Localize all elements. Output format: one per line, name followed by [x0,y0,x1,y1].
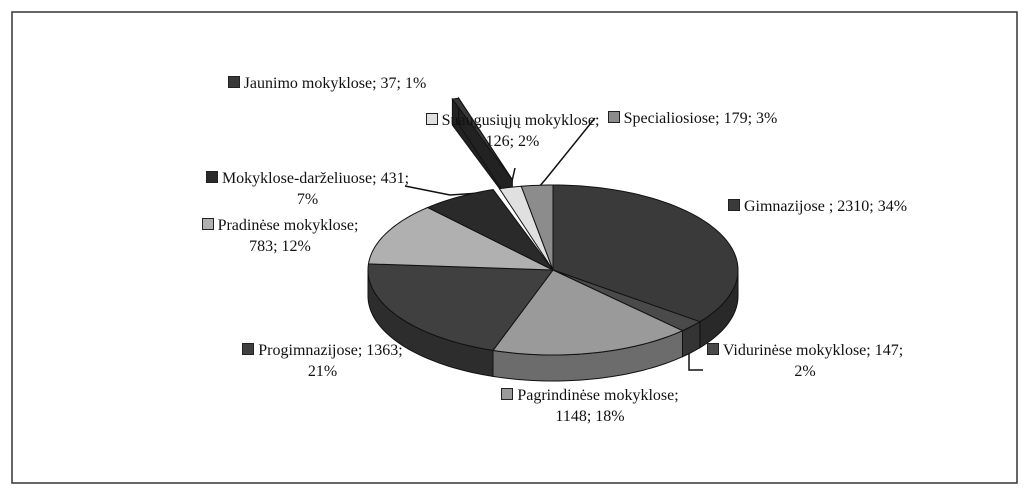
data-label: Progimnazijose; 1363; 21% [235,340,410,382]
pie [367,96,739,382]
label-swatch [201,218,214,230]
label-swatch [501,388,514,400]
data-label: Pagrindinėse mokyklose; 1148; 18% [490,385,690,427]
label-text: Pagrindinėse mokyklose; 1148; 18% [517,387,679,425]
label-swatch [242,343,255,355]
frame [11,11,1018,484]
data-label: Jaunimo mokyklose; 37; 1% [222,73,432,94]
label-text: Pradinėse mokyklose; 783; 12% [217,217,359,255]
label-text: Mokyklose-darželiuose; 431; 7% [221,170,410,208]
label-swatch [607,111,620,123]
data-label: Gimnazijose ; 2310; 34% [715,196,920,217]
label-text: Specialiosiose; 179; 3% [623,110,778,127]
label-text: Progimnazijose; 1363; 21% [258,342,403,380]
slice [520,184,554,271]
slice [498,185,554,271]
slice [426,189,554,271]
label-text: Jaunimo mokyklose; 37; 1% [243,75,427,92]
slice [451,97,513,180]
label-swatch [425,113,438,125]
label-text: Vidurinėse mokyklose; 147; 2% [722,342,904,380]
slice [367,263,554,351]
label-swatch [727,199,740,211]
data-label: Vidurinėse mokyklose; 147; 2% [700,340,910,382]
label-swatch [205,171,218,183]
data-label: Suaugusiųjų mokyklose; 126; 2% [420,110,605,152]
slice [367,206,554,271]
data-label: Specialiosiose; 179; 3% [590,108,795,129]
slice [492,269,684,356]
label-text: Suaugusiųjų mokyklose; 126; 2% [441,112,600,150]
data-label: Mokyklose-darželiuose; 431; 7% [200,168,415,210]
label-swatch [227,76,240,88]
slice [552,269,702,332]
label-text: Gimnazijose ; 2310; 34% [743,198,908,215]
label-swatch [706,343,719,355]
slice [552,184,739,323]
data-label: Pradinėse mokyklose; 783; 12% [200,215,360,257]
